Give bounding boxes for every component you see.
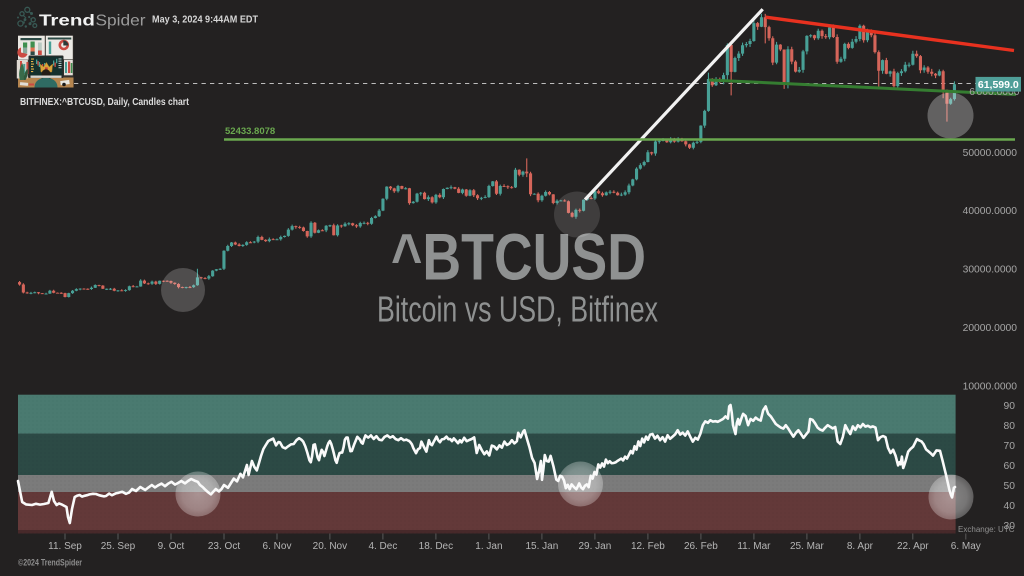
svg-text:25. Mar: 25. Mar bbox=[790, 541, 825, 552]
svg-text:23. Oct: 23. Oct bbox=[208, 541, 240, 552]
svg-text:52433.8078: 52433.8078 bbox=[225, 126, 275, 137]
svg-text:90: 90 bbox=[1004, 401, 1016, 412]
svg-text:11. Sep: 11. Sep bbox=[48, 541, 82, 552]
svg-text:18. Dec: 18. Dec bbox=[419, 541, 453, 552]
svg-text:BITFINEX:^BTCUSD, Daily, Candl: BITFINEX:^BTCUSD, Daily, Candles chart bbox=[20, 97, 190, 108]
svg-text:6. Nov: 6. Nov bbox=[263, 541, 292, 552]
svg-text:12. Feb: 12. Feb bbox=[631, 541, 665, 552]
svg-text:25. Sep: 25. Sep bbox=[101, 541, 136, 552]
svg-text:©2024 TrendSpider: ©2024 TrendSpider bbox=[18, 558, 82, 568]
svg-text:50000.0000: 50000.0000 bbox=[963, 148, 1018, 159]
svg-text:9. Oct: 9. Oct bbox=[158, 541, 185, 552]
svg-text:20000.0000: 20000.0000 bbox=[963, 323, 1018, 334]
svg-text:0000.0000: 0000.0000 bbox=[971, 87, 1020, 98]
svg-text:30: 30 bbox=[1004, 521, 1016, 532]
svg-text:50: 50 bbox=[1004, 481, 1016, 492]
svg-text:15. Jan: 15. Jan bbox=[525, 541, 558, 552]
svg-text:8. Apr: 8. Apr bbox=[847, 541, 874, 552]
svg-text:30000.0000: 30000.0000 bbox=[963, 265, 1018, 276]
svg-text:^BTCUSD: ^BTCUSD bbox=[391, 220, 646, 294]
svg-text:Bitcoin vs USD, Bitfinex: Bitcoin vs USD, Bitfinex bbox=[377, 289, 658, 330]
svg-text:20. Nov: 20. Nov bbox=[313, 541, 347, 552]
svg-text:Spider: Spider bbox=[96, 13, 147, 30]
svg-text:1. Jan: 1. Jan bbox=[475, 541, 502, 552]
svg-text:29. Jan: 29. Jan bbox=[578, 541, 611, 552]
svg-text:Trend: Trend bbox=[39, 13, 95, 30]
svg-text:4. Dec: 4. Dec bbox=[368, 541, 397, 552]
svg-text:61,599.0: 61,599.0 bbox=[978, 79, 1019, 91]
svg-text:May 3, 2024 9:44AM EDT: May 3, 2024 9:44AM EDT bbox=[152, 15, 258, 26]
svg-text:60: 60 bbox=[1004, 461, 1016, 472]
svg-text:6: 6 bbox=[969, 87, 975, 98]
svg-text:80: 80 bbox=[1004, 421, 1016, 432]
svg-text:40000.0000: 40000.0000 bbox=[963, 206, 1018, 217]
svg-text:11. Mar: 11. Mar bbox=[737, 541, 771, 552]
svg-text:70: 70 bbox=[1004, 441, 1016, 452]
svg-text:26. Feb: 26. Feb bbox=[684, 541, 718, 552]
svg-text:40: 40 bbox=[1004, 501, 1016, 512]
svg-text:Exchange: UTC: Exchange: UTC bbox=[958, 525, 1015, 534]
svg-text:22. Apr: 22. Apr bbox=[897, 541, 929, 552]
svg-text:10000.0000: 10000.0000 bbox=[963, 381, 1018, 392]
svg-text:6. May: 6. May bbox=[951, 541, 981, 552]
